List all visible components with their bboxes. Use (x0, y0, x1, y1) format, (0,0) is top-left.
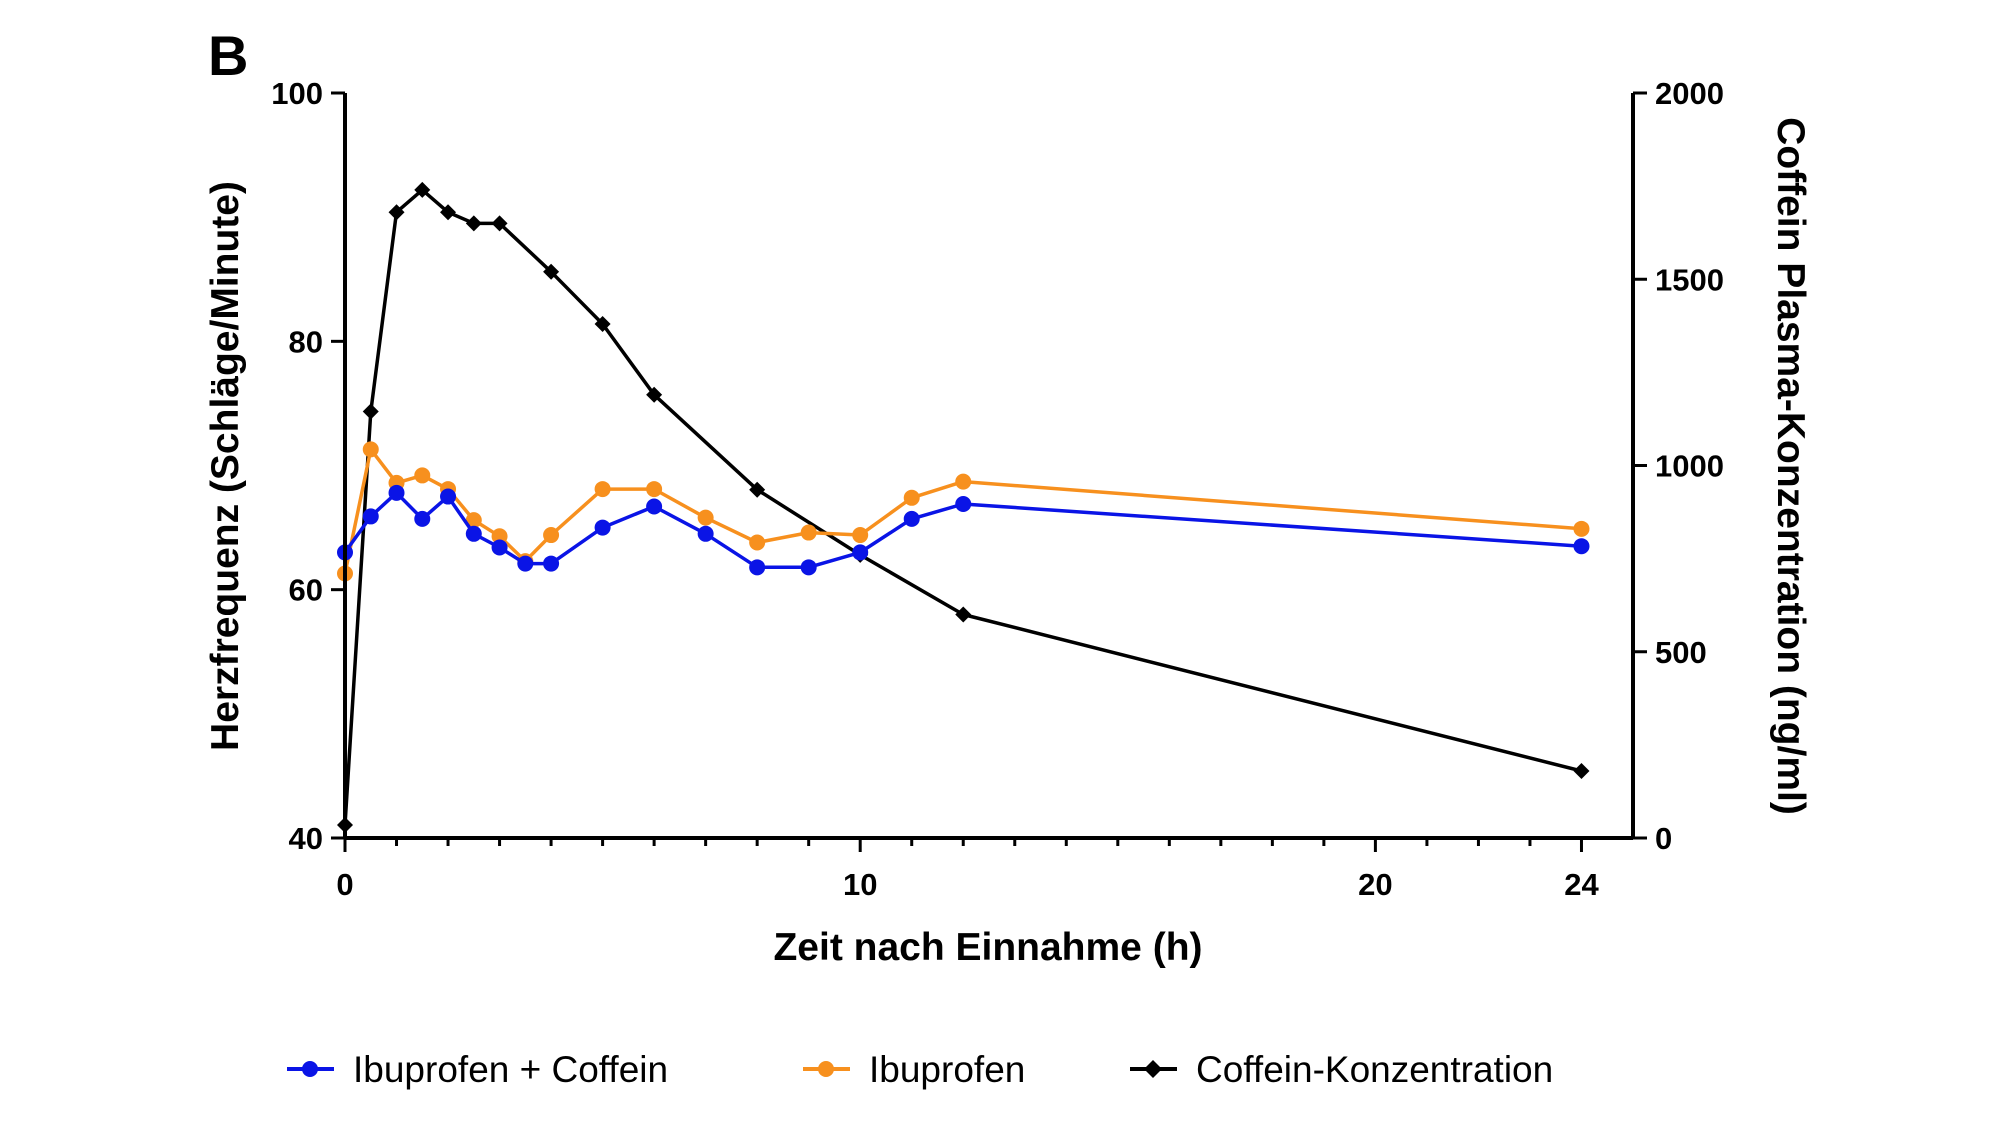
data-point (594, 481, 611, 498)
data-point (543, 263, 560, 280)
y-left-tick-label: 80 (289, 324, 323, 359)
data-point (749, 534, 766, 551)
data-point (903, 510, 920, 527)
legend-item-ibuprofen-coffein: Ibuprofen + Coffein (287, 1049, 668, 1090)
data-point (749, 481, 766, 498)
data-point (491, 215, 508, 232)
data-point (465, 215, 482, 232)
legend: Ibuprofen + Coffein Ibuprofen Coffein-Ko… (287, 1049, 1553, 1090)
data-point (517, 555, 534, 572)
panel-label: B (208, 24, 248, 87)
y-right-tick-label: 1500 (1655, 262, 1724, 297)
data-point (800, 559, 817, 576)
data-point (414, 510, 431, 527)
data-point (491, 528, 508, 545)
data-point (543, 555, 560, 572)
data-point (646, 498, 663, 515)
y-axis-right-title: Coffein Plasma-Konzentration (ng/ml) (1769, 117, 1812, 815)
data-point (646, 481, 663, 498)
legend-marker (818, 1061, 834, 1077)
y-right-tick-label: 2000 (1655, 76, 1724, 111)
data-point (440, 204, 457, 221)
data-point (697, 509, 714, 526)
data-point (543, 527, 560, 544)
x-tick-label: 20 (1358, 867, 1392, 902)
data-point (1573, 538, 1590, 555)
data-point (1573, 762, 1590, 779)
data-point (388, 484, 405, 501)
x-tick-label: 10 (843, 867, 877, 902)
plot-area (337, 181, 1590, 833)
series-ibuprofen-coffein (337, 484, 1590, 576)
data-point (1573, 520, 1590, 537)
data-point (852, 544, 869, 561)
data-point (955, 495, 972, 512)
legend-item-coffein-konzentration: Coffein-Konzentration (1130, 1049, 1553, 1090)
x-axis-title: Zeit nach Einnahme (h) (773, 926, 1202, 969)
legend-marker (1144, 1060, 1162, 1078)
legend-item-ibuprofen: Ibuprofen (803, 1049, 1025, 1090)
x-tick-label: 0 (336, 867, 353, 902)
legend-label: Ibuprofen + Coffein (353, 1049, 668, 1090)
legend-label: Coffein-Konzentration (1196, 1049, 1553, 1090)
data-point (414, 181, 431, 198)
y-left-tick-label: 60 (289, 573, 323, 608)
legend-label: Ibuprofen (869, 1049, 1025, 1090)
series-coffein-konzentration (337, 181, 1590, 833)
data-point (465, 525, 482, 542)
data-point (362, 508, 379, 525)
data-point (388, 204, 405, 221)
y-right-tick-label: 0 (1655, 821, 1672, 856)
data-point (594, 519, 611, 536)
legend-marker (302, 1061, 318, 1077)
data-point (697, 525, 714, 542)
y-axis-left-title: Herzfrequenz (Schläge/Minute) (204, 181, 247, 751)
y-right-tick-label: 1000 (1655, 449, 1724, 484)
data-point (955, 606, 972, 623)
data-point (903, 489, 920, 506)
x-tick-label: 24 (1564, 867, 1599, 902)
data-point (852, 527, 869, 544)
data-point (646, 386, 663, 403)
data-point (491, 539, 508, 556)
y-left-tick-label: 40 (289, 821, 323, 856)
y-left-tick-label: 100 (271, 76, 323, 111)
data-point (362, 441, 379, 458)
data-point (414, 467, 431, 484)
data-point (465, 512, 482, 529)
data-point (955, 473, 972, 490)
y-right-tick-label: 500 (1655, 635, 1707, 670)
data-point (749, 559, 766, 576)
data-point (800, 524, 817, 541)
data-point (594, 315, 611, 332)
data-point (362, 403, 379, 420)
data-point (440, 488, 457, 505)
